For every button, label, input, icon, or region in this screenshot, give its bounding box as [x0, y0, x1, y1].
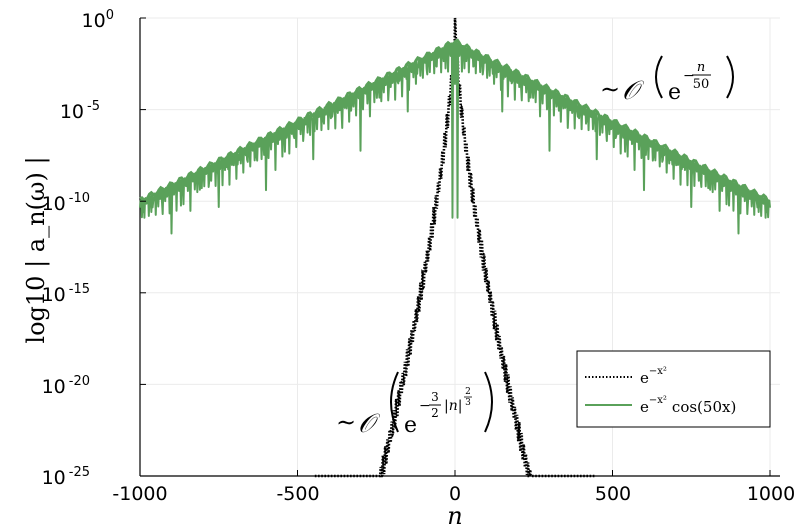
annotation-left-paren	[655, 55, 663, 99]
y-axis-label: log10 | a_n(ω) |	[22, 156, 51, 343]
annotation-right-paren	[726, 55, 734, 99]
y-tick-label: 10 -20	[42, 374, 90, 398]
y-tick-label: 10 -10	[42, 191, 90, 215]
annotation-exp-abs: |n|	[444, 398, 462, 414]
x-tick-label: -1000	[112, 483, 167, 505]
annotation-big-o: 𝒪	[622, 76, 645, 106]
annotation-fast-decay: ∼ 𝒪 e − 3 2 |n| 2 3	[336, 371, 493, 439]
annotation-big-o: 𝒪	[358, 409, 381, 439]
annotation-tilde: ∼	[600, 75, 620, 103]
tick-marks	[139, 17, 771, 477]
legend-label-modulated: e−x² cos(50x)	[640, 395, 736, 416]
annotation-base: e	[668, 80, 681, 105]
y-tick-label: 10 -25	[42, 465, 90, 489]
series-line-gaussian	[314, 17, 596, 478]
y-tick-label: 100	[82, 8, 114, 32]
annotation-right-paren	[484, 371, 493, 433]
annotation-pow-num: 2	[465, 387, 471, 397]
annotation-exp-den: 50	[693, 77, 710, 92]
x-tick-label: 0	[449, 483, 461, 505]
annotation-left-paren	[390, 371, 399, 433]
series-layer	[139, 17, 771, 478]
legend-label-gaussian: e−x²	[640, 366, 667, 387]
annotation-base: e	[404, 413, 417, 438]
annotation-pow-den: 3	[465, 398, 471, 408]
x-tick-label: 1000	[747, 483, 795, 505]
annotation-slow-decay: ∼ 𝒪 e − n 50	[600, 55, 734, 106]
x-tick-label: 500	[595, 483, 631, 505]
y-tick-label: 10 -5	[60, 99, 100, 123]
annotation-tilde: ∼	[336, 408, 356, 436]
annotation-exp-minus: −	[683, 68, 695, 84]
y-tick-label: 10 -15	[42, 282, 90, 306]
series-envelope-modulated	[139, 38, 771, 205]
legend: e−x² e−x² cos(50x)	[576, 350, 771, 428]
x-tick-labels: -1000 -500 0 500 1000	[112, 483, 795, 505]
annotation-exp-num: 3	[431, 390, 439, 404]
annotation-exp-minus: −	[419, 398, 431, 414]
x-axis-label: n	[447, 502, 462, 530]
x-tick-label: -500	[276, 483, 319, 505]
y-tick-labels: 100 10 -5 10 -10 10 -15 10 -20 10 -25	[42, 8, 114, 489]
legend-box	[576, 350, 771, 428]
annotation-exp-den: 2	[431, 406, 439, 420]
annotation-exp-num: n	[697, 60, 705, 75]
